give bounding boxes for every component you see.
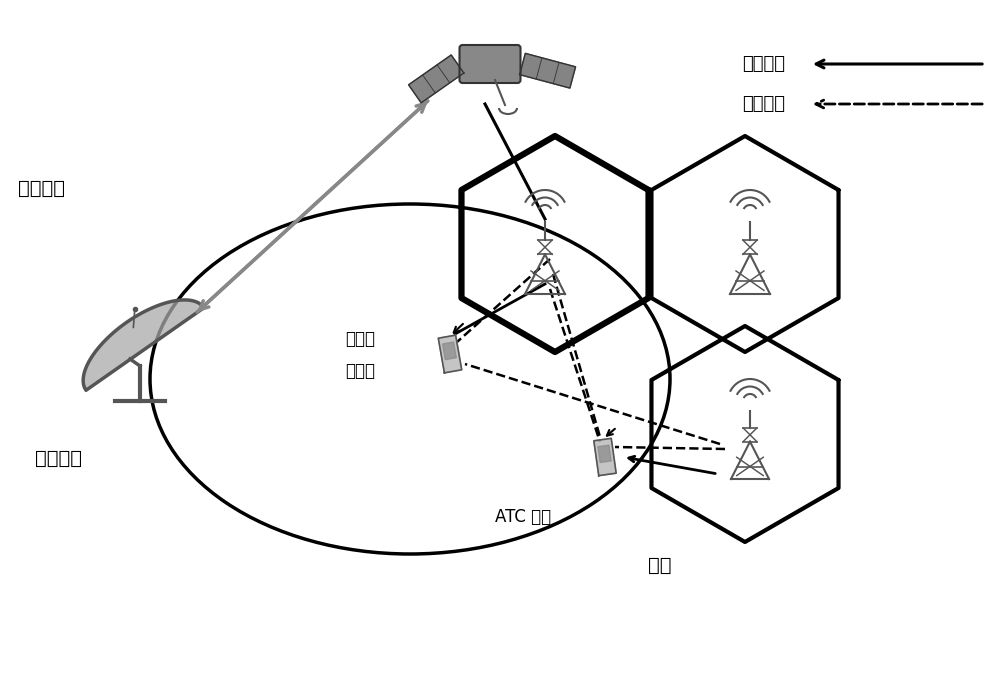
Polygon shape (520, 53, 576, 88)
Polygon shape (594, 438, 616, 475)
Polygon shape (443, 342, 456, 360)
FancyBboxPatch shape (460, 45, 520, 83)
Text: 馈线链路: 馈线链路 (18, 179, 65, 198)
Polygon shape (83, 300, 204, 390)
Polygon shape (409, 55, 464, 103)
Text: 星用户: 星用户 (345, 362, 375, 380)
Text: 干扰信号: 干扰信号 (742, 95, 785, 113)
Text: 有用信号: 有用信号 (742, 55, 785, 73)
Text: 移动卫: 移动卫 (345, 330, 375, 348)
Polygon shape (598, 445, 611, 463)
Text: 卫星波束: 卫星波束 (35, 449, 82, 468)
Text: ATC 用户: ATC 用户 (495, 508, 551, 526)
Polygon shape (438, 335, 462, 373)
Text: 基站: 基站 (648, 556, 672, 575)
